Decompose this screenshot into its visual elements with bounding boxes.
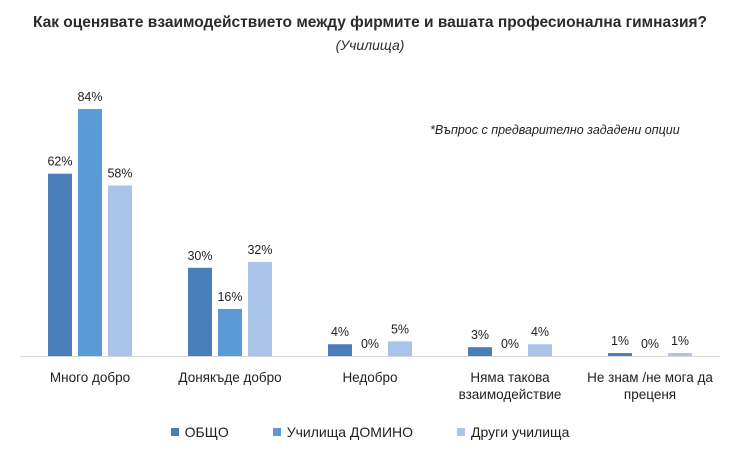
bar (388, 341, 412, 356)
category-label: Донякъде добро (178, 370, 281, 385)
data-label: 5% (391, 322, 409, 336)
category-label: Не знам /не мога да (587, 370, 713, 385)
chart-title-text: Как оценявате взаимодействието между фир… (32, 14, 708, 31)
chart-note: *Въпрос с предварително зададени опции (430, 123, 680, 137)
category-label: Няма такова (470, 370, 550, 385)
bar (188, 267, 212, 356)
bar (78, 109, 102, 356)
category-label: взаимодействие (459, 387, 562, 402)
bar (328, 344, 352, 356)
data-label: 0% (641, 337, 659, 351)
bar (108, 185, 132, 356)
category-label: преценя (624, 387, 676, 402)
data-label: 30% (187, 249, 212, 263)
legend: ОБЩО Училища ДОМИНО Други училища (0, 424, 740, 440)
bar (468, 347, 492, 356)
bar (528, 344, 552, 356)
chart-subtitle: (Училища) (335, 37, 405, 53)
bar (608, 353, 632, 356)
data-label: 58% (107, 166, 132, 180)
legend-swatch (170, 428, 179, 436)
data-label: 1% (611, 334, 629, 348)
bar (668, 353, 692, 356)
data-label: 1% (671, 334, 689, 348)
data-label: 84% (77, 90, 102, 104)
data-label: 0% (501, 337, 519, 351)
legend-swatch (457, 428, 466, 436)
data-label: 3% (471, 328, 489, 342)
category-label: Недобро (342, 370, 397, 385)
data-label: 4% (531, 325, 549, 339)
data-label: 4% (331, 325, 349, 339)
legend-label: ОБЩО (184, 424, 229, 440)
legend-label: Училища ДОМИНО (286, 424, 414, 440)
legend-item: Други училища (457, 424, 569, 440)
data-label: 0% (361, 337, 379, 351)
bar (248, 261, 272, 356)
bar (48, 173, 72, 356)
legend-swatch (272, 428, 281, 436)
data-label: 32% (247, 243, 272, 257)
category-label: Много добро (50, 370, 130, 385)
data-label: 62% (47, 155, 72, 169)
legend-item: Училища ДОМИНО (272, 424, 414, 440)
data-label: 16% (217, 290, 242, 304)
legend-label: Други училища (471, 424, 570, 440)
chart-title: Как оценявате взаимодействието между фир… (0, 12, 740, 56)
legend-item: ОБЩО (170, 424, 229, 440)
bar (218, 308, 242, 356)
